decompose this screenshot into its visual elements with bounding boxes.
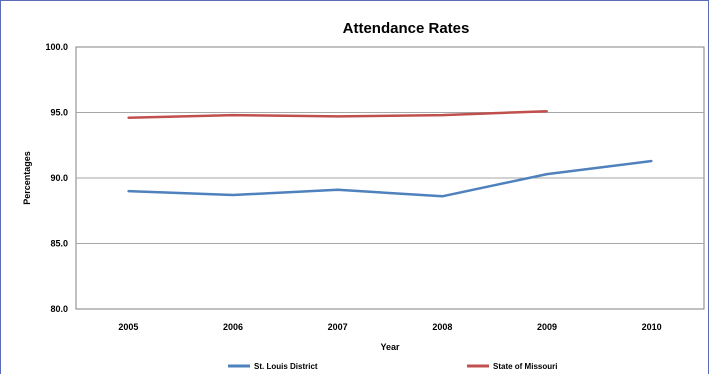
- legend-label-state-of-missouri: State of Missouri: [493, 362, 557, 371]
- data-point-state-of-missouri: [336, 115, 339, 118]
- y-tick-label: 85.0: [50, 239, 68, 249]
- legend-label-st-louis-district: St. Louis District: [254, 362, 318, 371]
- x-tick-label: 2006: [223, 322, 243, 332]
- series-line-st-louis-district: [128, 159, 652, 198]
- data-point-state-of-missouri: [546, 110, 548, 113]
- series-group: [127, 109, 653, 198]
- x-tick-label: 2009: [537, 322, 557, 332]
- data-point-st-louis-district: [546, 173, 548, 176]
- x-axis-label: Year: [380, 342, 400, 352]
- data-point-state-of-missouri: [127, 116, 130, 119]
- y-tick-label: 80.0: [50, 304, 68, 314]
- data-point-state-of-missouri: [441, 114, 444, 117]
- data-point-st-louis-district: [650, 159, 653, 162]
- gridlines: [76, 112, 704, 244]
- data-point-st-louis-district: [441, 195, 444, 198]
- data-point-st-louis-district: [127, 190, 130, 193]
- x-tick-label: 2005: [118, 322, 138, 332]
- x-axis-ticks: 2005 2006 2007 2008 2009 2010: [118, 322, 661, 332]
- data-point-st-louis-district: [232, 194, 234, 197]
- y-axis-ticks: 80.0 85.0 90.0 95.0 100.0: [45, 42, 68, 314]
- data-point-state-of-missouri: [232, 114, 234, 117]
- x-tick-label: 2008: [432, 322, 452, 332]
- y-tick-label: 90.0: [50, 173, 68, 183]
- legend: St. Louis District State of Missouri: [228, 362, 557, 371]
- y-axis-label: Percentages: [22, 151, 32, 205]
- x-tick-label: 2010: [642, 322, 662, 332]
- x-tick-label: 2007: [328, 322, 348, 332]
- data-point-st-louis-district: [336, 188, 339, 191]
- y-tick-label: 100.0: [45, 42, 68, 52]
- y-tick-label: 95.0: [50, 108, 68, 118]
- chart-title: Attendance Rates: [343, 20, 470, 37]
